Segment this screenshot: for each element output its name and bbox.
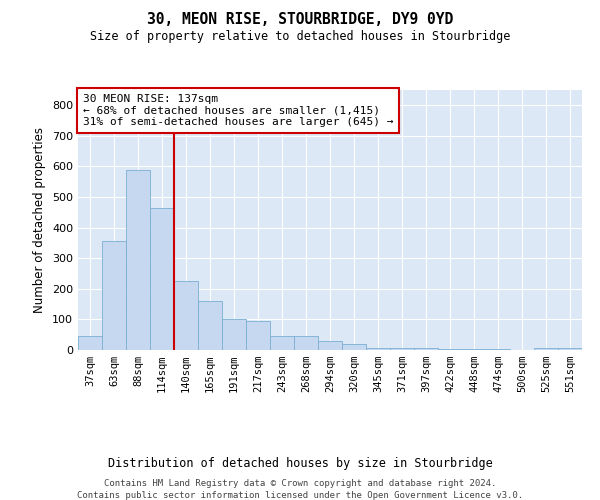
Bar xyxy=(558,348,582,350)
Bar xyxy=(390,348,414,350)
Text: Contains public sector information licensed under the Open Government Licence v3: Contains public sector information licen… xyxy=(77,491,523,500)
Bar xyxy=(222,320,246,350)
Bar xyxy=(150,208,174,350)
Text: Contains HM Land Registry data © Crown copyright and database right 2024.: Contains HM Land Registry data © Crown c… xyxy=(104,479,496,488)
Bar xyxy=(318,341,342,350)
Bar xyxy=(102,242,126,350)
Bar xyxy=(342,344,366,350)
Bar xyxy=(534,348,558,350)
Text: Distribution of detached houses by size in Stourbridge: Distribution of detached houses by size … xyxy=(107,458,493,470)
Text: 30 MEON RISE: 137sqm
← 68% of detached houses are smaller (1,415)
31% of semi-de: 30 MEON RISE: 137sqm ← 68% of detached h… xyxy=(83,94,394,127)
Bar xyxy=(198,301,222,350)
Text: Size of property relative to detached houses in Stourbridge: Size of property relative to detached ho… xyxy=(90,30,510,43)
Bar xyxy=(414,348,438,350)
Bar xyxy=(366,348,390,350)
Bar xyxy=(126,170,150,350)
Text: 30, MEON RISE, STOURBRIDGE, DY9 0YD: 30, MEON RISE, STOURBRIDGE, DY9 0YD xyxy=(147,12,453,28)
Bar xyxy=(246,321,270,350)
Bar xyxy=(294,336,318,350)
Bar xyxy=(174,281,198,350)
Y-axis label: Number of detached properties: Number of detached properties xyxy=(34,127,46,313)
Bar xyxy=(270,336,294,350)
Bar xyxy=(78,336,102,350)
